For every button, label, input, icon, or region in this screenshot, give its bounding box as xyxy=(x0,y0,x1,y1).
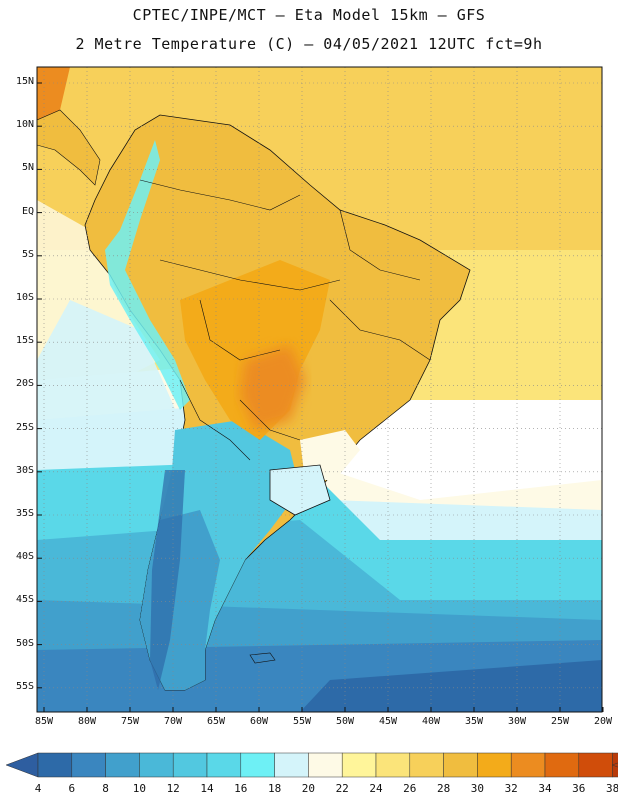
andes-cold-strip xyxy=(150,470,185,690)
caribbean-warm xyxy=(37,67,70,120)
colorbar-swatch xyxy=(578,752,613,778)
lat-label: 45S xyxy=(15,594,34,606)
lat-label: 40S xyxy=(15,551,34,563)
ocean-band-4 xyxy=(300,660,602,712)
lat-label: 15S xyxy=(15,335,34,347)
colorbar-label: 12 xyxy=(166,782,180,795)
colorbar-swatch xyxy=(105,752,140,778)
colorbar-label: 38 xyxy=(605,782,618,795)
colorbar-swatch xyxy=(274,752,309,778)
colorbar-swatch xyxy=(172,752,208,778)
colorbar-high-arrow xyxy=(611,762,618,768)
colorbar-swatch xyxy=(139,752,174,778)
colorbar-label: 26 xyxy=(403,782,417,795)
uruguay-cool xyxy=(269,464,331,516)
lat-label: 55S xyxy=(15,680,34,692)
colorbar-label: 34 xyxy=(538,782,552,795)
colorbar-label: 24 xyxy=(369,782,383,795)
country-borders xyxy=(139,179,431,461)
colorbar-swatch xyxy=(375,752,411,778)
lat-label: 15N xyxy=(15,76,34,87)
lon-label: 60W xyxy=(249,716,269,727)
colorbar-label: 36 xyxy=(572,782,586,795)
colorbar-label: 16 xyxy=(234,782,248,795)
lat-label: 5N xyxy=(21,162,34,174)
lon-label: 45W xyxy=(378,716,398,727)
colorbar-label: 22 xyxy=(335,782,349,795)
lon-label: 65W xyxy=(206,716,226,727)
colorbar-label: 4 xyxy=(34,782,42,795)
colorbar-swatch xyxy=(409,752,444,778)
lon-label: 50W xyxy=(335,716,355,727)
temperature-map xyxy=(36,66,604,713)
colorbar-label: 18 xyxy=(267,782,282,795)
lat-label: 25S xyxy=(15,421,34,433)
colorbar-swatch xyxy=(240,752,275,778)
lat-label: 50S xyxy=(15,637,34,649)
pantanal-hot xyxy=(240,345,305,430)
colorbar-swatch xyxy=(37,752,73,778)
colorbar-label: 6 xyxy=(68,782,76,795)
map-title: CPTEC/INPE/MCT – Eta Model 15km – GFS xyxy=(132,6,486,24)
lon-label: 75W xyxy=(120,716,140,727)
colorbar-swatch xyxy=(544,752,580,778)
colorbar-swatch xyxy=(206,752,242,778)
falkland-islands xyxy=(249,652,276,664)
lon-label: 40W xyxy=(421,716,441,727)
colorbar-label: 20 xyxy=(301,782,316,795)
central-america xyxy=(37,109,101,186)
colorbar-label: 32 xyxy=(504,782,518,795)
colorbar-label: 10 xyxy=(132,782,147,795)
colorbar-swatch xyxy=(341,752,377,778)
lat-label: 10S xyxy=(15,292,34,303)
lat-label: 30S xyxy=(15,464,34,476)
colorbar-label: 30 xyxy=(470,782,485,795)
colorbar-swatch xyxy=(443,752,478,778)
colorbar-swatch xyxy=(71,752,106,778)
lat-label: 5S xyxy=(21,248,34,260)
colorbar-label: 14 xyxy=(200,782,214,795)
lon-label: 85W xyxy=(34,716,54,727)
colorbar-swatch xyxy=(308,752,343,778)
lat-label: 10N xyxy=(15,119,34,131)
colorbar-label: 28 xyxy=(436,782,451,795)
lon-label: 80W xyxy=(77,716,97,727)
lon-label: 70W xyxy=(163,716,183,727)
map-frame xyxy=(36,66,603,713)
lon-label: 20W xyxy=(593,716,613,727)
colorbar-swatch xyxy=(510,752,546,778)
lon-label: 30W xyxy=(507,716,527,727)
colorbar-swatch xyxy=(477,752,512,778)
lat-label: 20S xyxy=(15,378,34,390)
colorbar-label: 8 xyxy=(102,782,109,795)
colorbar xyxy=(5,752,618,778)
lat-label: 35S xyxy=(15,508,34,519)
lat-label: EQ xyxy=(21,205,34,217)
pacific-cool-coast xyxy=(37,300,180,440)
lon-label: 25W xyxy=(550,716,570,727)
lon-label: 55W xyxy=(292,716,312,727)
colorbar-low-arrow xyxy=(5,752,39,778)
map-subtitle: 2 Metre Temperature (C) – 04/05/2021 12U… xyxy=(75,35,543,53)
lon-label: 35W xyxy=(464,716,484,727)
